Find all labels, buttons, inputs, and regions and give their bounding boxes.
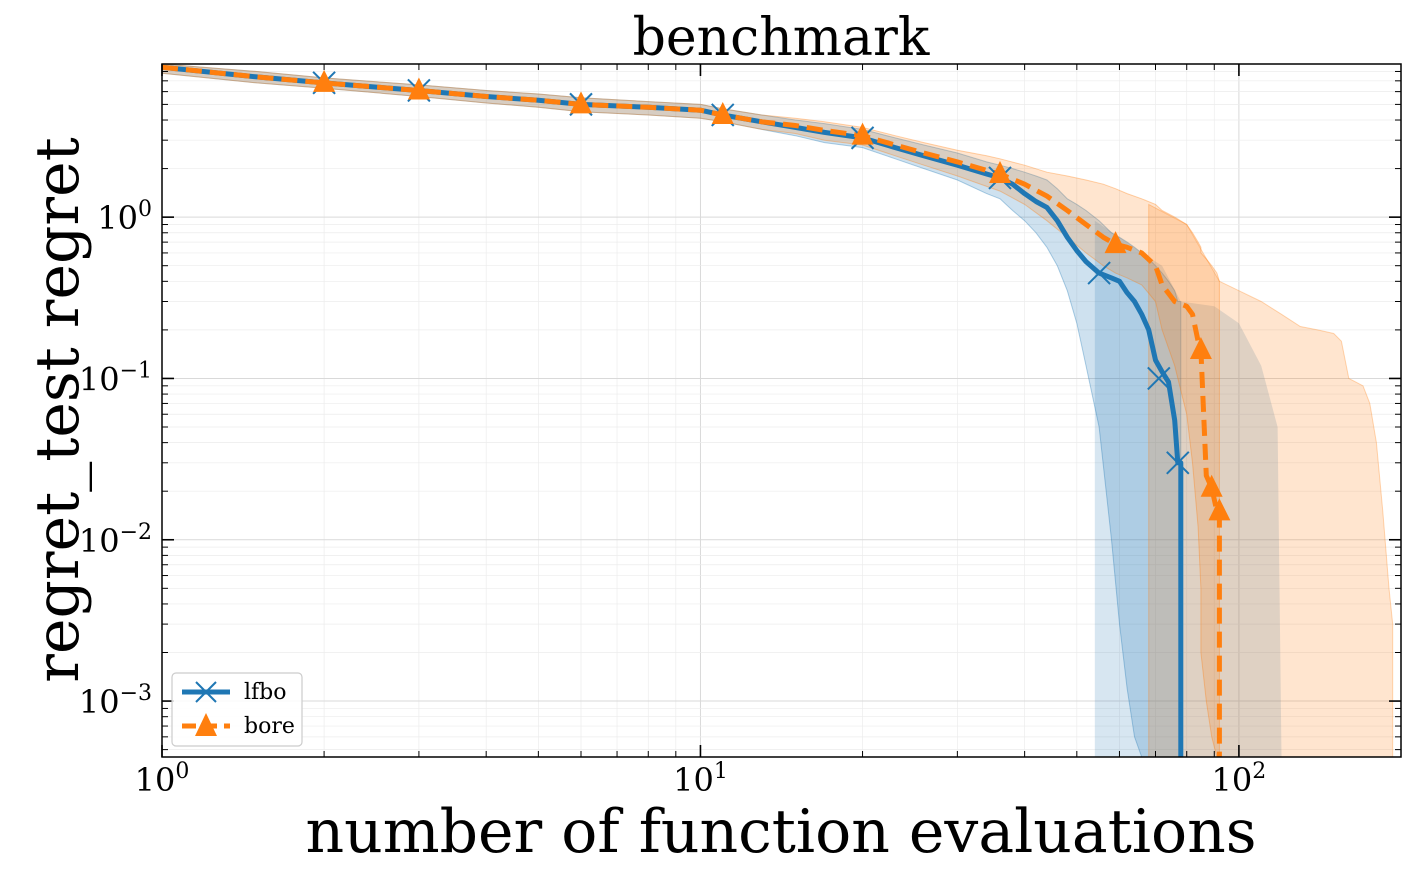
marker-bore [1104, 231, 1127, 254]
x-tick-base: 10 [673, 761, 714, 799]
marker-bore [313, 69, 336, 92]
marker-lfbo-stroke-b [1147, 366, 1171, 391]
band-lfbo-tail [1094, 220, 1282, 757]
y-tick-exp: −3 [120, 681, 152, 706]
y-tick-base: 10 [79, 683, 120, 721]
marker-lfbo [1166, 451, 1190, 475]
line-bore [162, 64, 1222, 757]
x-tick-exp: 2 [1252, 759, 1266, 784]
y-tick-label: 10−2 [79, 520, 152, 560]
x-tick-base: 10 [135, 761, 176, 799]
marker-lfbo [1087, 261, 1111, 285]
series-layer [162, 64, 1394, 757]
legend-marker-lfbo [195, 681, 217, 703]
band-bore [162, 64, 1220, 757]
marker-bore [1208, 498, 1231, 521]
marker-bore [407, 77, 430, 100]
y-tick-label: 100 [97, 197, 152, 237]
axes-frame [161, 63, 1402, 758]
legend-label-bore: bore [244, 714, 295, 739]
x-tick-label: 101 [673, 759, 728, 799]
y-tick-label: 10−1 [79, 358, 152, 398]
x-tick-label: 100 [135, 759, 190, 799]
marker-bore [569, 91, 592, 114]
x-tick-label: 102 [1212, 759, 1267, 799]
y-tick-base: 10 [79, 522, 120, 560]
legend-marker-bore [195, 713, 217, 736]
marker-bore [851, 122, 874, 145]
y-tick-exp: −1 [120, 358, 152, 383]
grid-lines [161, 64, 1402, 757]
marker-lfbo-stroke-b [1087, 261, 1111, 285]
y-tick-exp: −2 [120, 520, 152, 545]
x-tick-base: 10 [1212, 761, 1253, 799]
marker-lfbo [1147, 366, 1171, 391]
x-tick-exp: 1 [714, 759, 728, 784]
legend: lfbo bore [171, 672, 303, 747]
x-tick-exp: 0 [175, 759, 189, 784]
band-lfbo [162, 64, 1182, 757]
plot-area [161, 63, 1402, 758]
y-tick-base: 10 [97, 199, 138, 237]
y-tick-base: 10 [79, 360, 120, 398]
marker-bore [988, 161, 1011, 184]
x-axis-label: number of function evaluations [305, 797, 1256, 867]
y-tick-exp: 0 [138, 197, 152, 222]
chart-title: benchmark [633, 8, 930, 68]
band-bore-tail [1148, 203, 1394, 757]
marker-lfbo-stroke-b [1166, 451, 1190, 475]
marker-bore [711, 101, 734, 124]
marker-bore [1200, 474, 1223, 497]
marker-bore [1189, 337, 1212, 360]
legend-label-lfbo: lfbo [244, 680, 287, 705]
y-tick-label: 10−3 [79, 681, 152, 721]
y-axis-label: regret_test regret [23, 137, 93, 682]
